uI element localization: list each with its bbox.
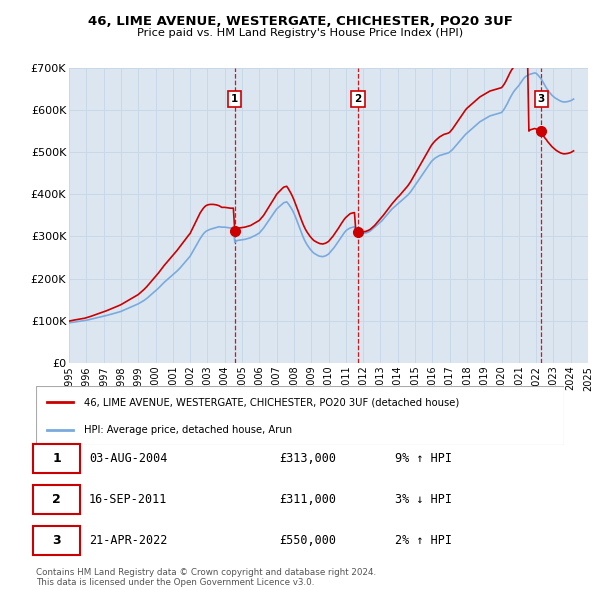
Text: 2% ↑ HPI: 2% ↑ HPI	[395, 534, 452, 548]
Text: 1: 1	[52, 451, 61, 465]
Text: 1: 1	[231, 94, 238, 104]
FancyBboxPatch shape	[34, 485, 80, 514]
FancyBboxPatch shape	[34, 526, 80, 555]
Text: 3% ↓ HPI: 3% ↓ HPI	[395, 493, 452, 506]
Text: £313,000: £313,000	[279, 451, 336, 465]
Text: 3: 3	[538, 94, 545, 104]
Text: HPI: Average price, detached house, Arun: HPI: Average price, detached house, Arun	[83, 425, 292, 434]
Text: 21-APR-2022: 21-APR-2022	[89, 534, 167, 548]
Text: £311,000: £311,000	[279, 493, 336, 506]
Text: Price paid vs. HM Land Registry's House Price Index (HPI): Price paid vs. HM Land Registry's House …	[137, 28, 463, 38]
Text: £550,000: £550,000	[279, 534, 336, 548]
Text: 46, LIME AVENUE, WESTERGATE, CHICHESTER, PO20 3UF (detached house): 46, LIME AVENUE, WESTERGATE, CHICHESTER,…	[83, 398, 459, 407]
Text: 16-SEP-2011: 16-SEP-2011	[89, 493, 167, 506]
Text: 03-AUG-2004: 03-AUG-2004	[89, 451, 167, 465]
Text: 9% ↑ HPI: 9% ↑ HPI	[395, 451, 452, 465]
Text: 2: 2	[52, 493, 61, 506]
Text: 46, LIME AVENUE, WESTERGATE, CHICHESTER, PO20 3UF: 46, LIME AVENUE, WESTERGATE, CHICHESTER,…	[88, 15, 512, 28]
Text: 2: 2	[355, 94, 362, 104]
FancyBboxPatch shape	[34, 444, 80, 473]
Text: 3: 3	[52, 534, 61, 548]
Text: Contains HM Land Registry data © Crown copyright and database right 2024.
This d: Contains HM Land Registry data © Crown c…	[36, 568, 376, 587]
